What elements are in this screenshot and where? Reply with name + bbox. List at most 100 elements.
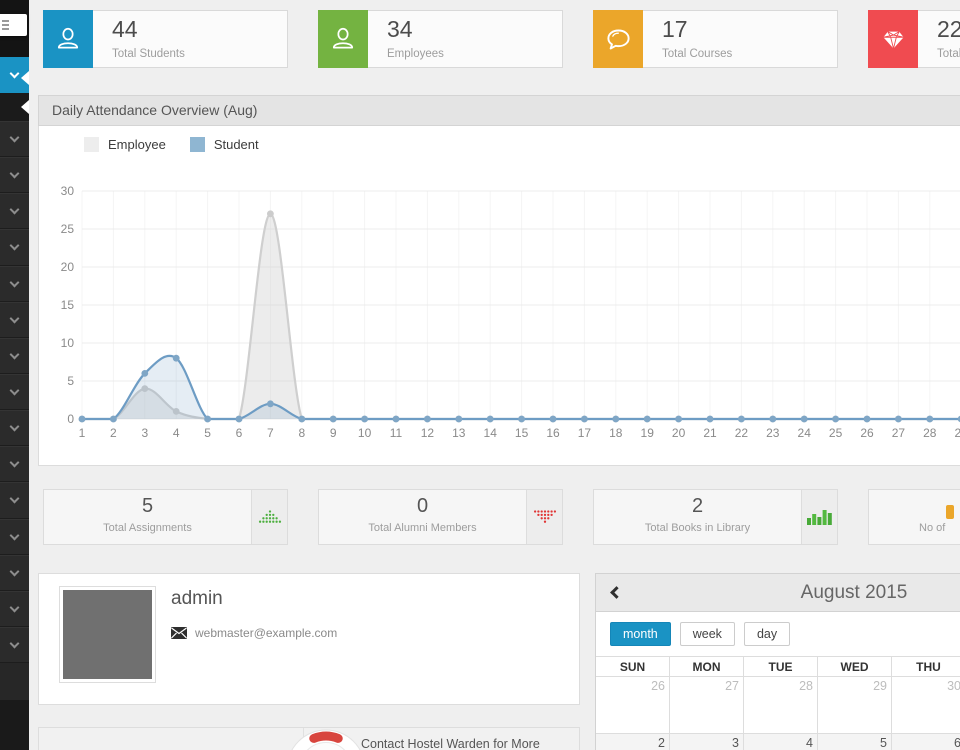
svg-text:2: 2	[110, 426, 117, 440]
calendar-date-cell[interactable]: 28	[744, 677, 818, 734]
svg-text:11: 11	[390, 426, 403, 440]
svg-text:30: 30	[61, 184, 75, 198]
sidebar-item[interactable]	[0, 626, 29, 664]
svg-text:12: 12	[421, 426, 435, 440]
svg-text:16: 16	[546, 426, 560, 440]
hostel-gauge	[291, 729, 361, 750]
calendar-view-week-button[interactable]: week	[679, 622, 735, 646]
legend-item[interactable]: Student	[189, 137, 259, 152]
chevron-down-icon	[9, 132, 20, 143]
svg-text:14: 14	[484, 426, 498, 440]
svg-text:21: 21	[703, 426, 717, 440]
active-item-pointer	[21, 71, 29, 85]
user-icon	[43, 10, 93, 68]
svg-text:23: 23	[766, 426, 780, 440]
legend-label: Employee	[108, 137, 166, 152]
sidebar-item[interactable]	[0, 410, 29, 447]
user-icon	[318, 10, 368, 68]
chevron-down-icon	[9, 602, 20, 613]
svg-text:27: 27	[892, 426, 906, 440]
svg-text:15: 15	[61, 298, 75, 312]
stat-label: Total Alumni Members	[368, 522, 477, 534]
calendar-day-header: MON	[670, 656, 744, 677]
sidebar-item[interactable]	[0, 482, 29, 519]
stat-card-no-of[interactable]: No of	[868, 489, 960, 545]
svg-text:22: 22	[735, 426, 749, 440]
chevron-down-icon	[9, 204, 20, 215]
stat-label: Total Students	[112, 48, 185, 60]
chevron-down-icon	[9, 241, 20, 251]
sidebar-item[interactable]	[0, 518, 29, 555]
sidebar-footer	[0, 700, 29, 750]
svg-text:4: 4	[173, 426, 180, 440]
chevron-down-icon	[9, 313, 20, 324]
sidebar-item[interactable]	[0, 301, 29, 338]
panel-title: Daily Attendance Overview (Aug)	[38, 95, 960, 126]
stat-card-total-alumni-members[interactable]: 0 Total Alumni Members	[318, 489, 563, 545]
svg-text:7: 7	[267, 426, 274, 440]
sidebar-item[interactable]	[0, 373, 29, 411]
calendar-date-cell[interactable]: 30	[892, 677, 960, 734]
stat-label: Total	[937, 48, 960, 60]
secondary-item-pointer	[21, 100, 29, 114]
svg-text:3: 3	[141, 426, 148, 440]
stat-card-total[interactable]: 22 Total	[868, 10, 960, 68]
svg-text:20: 20	[672, 426, 686, 440]
calendar-day-header: SUN	[596, 656, 670, 677]
calendar-grid: SUN MON TUE WED THU 26 27 28 29 30 2 3 4 5 6	[596, 656, 960, 750]
avatar	[63, 590, 152, 679]
sidebar-menu	[0, 121, 29, 664]
calendar-date-cell[interactable]: 27	[670, 677, 744, 734]
legend-item[interactable]: Employee	[84, 137, 166, 152]
calendar-date-cell[interactable]: 29	[818, 677, 892, 734]
chevron-down-icon	[9, 349, 20, 360]
calendar-date-cell[interactable]: 2	[596, 734, 670, 750]
calendar-header: August 2015	[596, 574, 960, 612]
stat-card-total-assignments[interactable]: 5 Total Assignments	[43, 489, 288, 545]
stat-value: 2	[691, 495, 704, 517]
svg-text:9: 9	[330, 426, 337, 440]
stat-card-total-students[interactable]: 44 Total Students	[43, 10, 288, 68]
stat-card-total-books-in-library[interactable]: 2 Total Books in Library	[593, 489, 838, 545]
sidebar-item[interactable]	[0, 157, 29, 194]
hostel-message: Contact Hostel Warden for More	[361, 737, 540, 750]
attendance-panel: Daily Attendance Overview (Aug) Employee…	[38, 95, 960, 466]
svg-text:25: 25	[61, 222, 75, 236]
calendar-date-cell[interactable]: 26	[596, 677, 670, 734]
sidebar-item[interactable]	[0, 554, 29, 591]
chevron-down-icon	[9, 530, 20, 541]
svg-text:5: 5	[204, 426, 211, 440]
svg-text:5: 5	[67, 374, 74, 388]
stat-card-total-courses[interactable]: 17 Total Courses	[593, 10, 838, 68]
calendar-date-cell[interactable]: 3	[670, 734, 744, 750]
chevron-down-icon	[9, 68, 20, 79]
calendar-date-cell[interactable]: 5	[818, 734, 892, 750]
sidebar-item[interactable]	[0, 229, 29, 266]
legend-swatch	[84, 137, 99, 152]
calendar-view-month-button[interactable]: month	[610, 622, 671, 646]
chevron-down-icon	[9, 638, 20, 649]
sidebar-item[interactable]	[0, 193, 29, 230]
svg-text:17: 17	[578, 426, 592, 440]
sidebar-item[interactable]	[0, 265, 29, 302]
profile-name: admin	[171, 588, 223, 609]
calendar-view-day-button[interactable]: day	[743, 622, 791, 646]
sidebar-item[interactable]	[0, 121, 29, 158]
stat-card-employees[interactable]: 34 Employees	[318, 10, 563, 68]
diamond-icon	[868, 10, 918, 68]
sidebar-item[interactable]	[0, 446, 29, 483]
calendar-date-cell[interactable]: 6	[892, 734, 960, 750]
svg-text:10: 10	[358, 426, 372, 440]
sidebar	[0, 0, 29, 750]
svg-text:24: 24	[798, 426, 812, 440]
menu-toggle-button[interactable]	[0, 14, 27, 36]
stat-label: Employees	[387, 48, 444, 60]
svg-text:29: 29	[955, 426, 960, 440]
sidebar-item[interactable]	[0, 590, 29, 627]
stat-value: 0	[416, 495, 429, 517]
svg-text:20: 20	[61, 260, 75, 274]
sidebar-item[interactable]	[0, 337, 29, 374]
svg-text:28: 28	[923, 426, 937, 440]
calendar-date-cell[interactable]: 4	[744, 734, 818, 750]
stat-label: Total Assignments	[103, 522, 192, 534]
